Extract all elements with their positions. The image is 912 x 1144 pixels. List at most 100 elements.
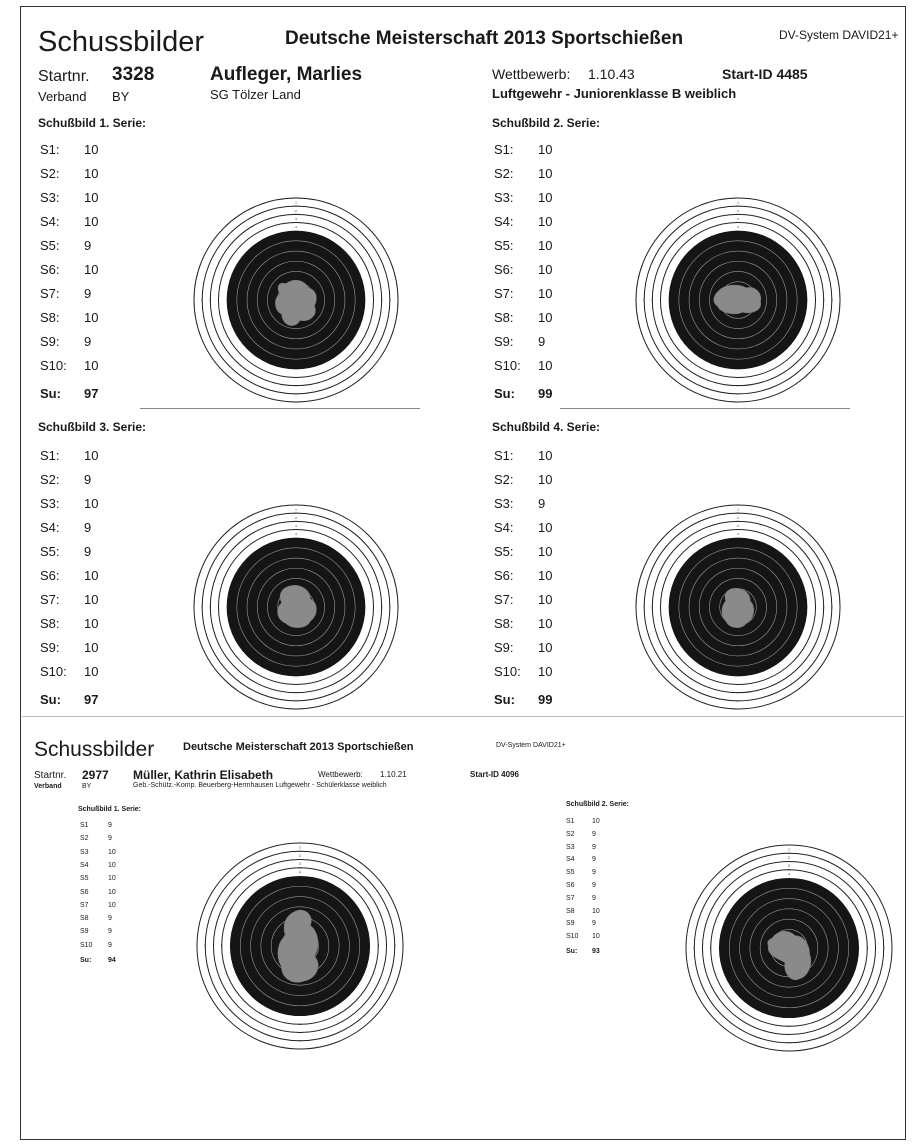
shot-label: S7: xyxy=(40,592,60,607)
target-ring-inner xyxy=(267,271,325,329)
shot-value: 10 xyxy=(84,496,99,511)
wettbewerb-value: 1.10.43 xyxy=(588,66,635,82)
shot-value: 10 xyxy=(538,142,553,157)
shot-value: 9 xyxy=(84,472,92,487)
event-title: Deutsche Meisterschaft 2013 Sportschieße… xyxy=(285,28,684,49)
target-ring-inner xyxy=(256,567,336,647)
startnr-value: 2977 xyxy=(82,768,109,782)
shot-label: S7: xyxy=(494,592,514,607)
shot-target: 1 2 3 4 xyxy=(196,842,404,1050)
shot-label: S8 xyxy=(566,907,575,915)
ring-number: 2 xyxy=(295,209,297,213)
shot-value: 9 xyxy=(592,843,596,851)
ring-number: 4 xyxy=(295,225,297,229)
shot-label: S9 xyxy=(80,928,89,936)
shot-label: S9: xyxy=(40,640,60,655)
shot-label: S9: xyxy=(40,334,60,349)
shot-value: 10 xyxy=(538,286,553,301)
sum-label: Su: xyxy=(40,386,61,401)
shot-label: S2 xyxy=(566,830,575,838)
shot-label: S8: xyxy=(494,310,514,325)
shot-label: S3: xyxy=(494,190,514,205)
shooter-name: Müller, Kathrin Elisabeth xyxy=(133,768,274,782)
shot-label: S3: xyxy=(40,190,60,205)
shot-label: S7 xyxy=(566,894,575,902)
sum-value: 97 xyxy=(84,386,99,401)
shot-label: S10 xyxy=(80,941,93,949)
shot-value: 9 xyxy=(108,822,112,829)
shot-label: S3: xyxy=(494,496,514,511)
shot-label: S9 xyxy=(566,920,575,928)
shot-value: 10 xyxy=(84,592,99,607)
sum-value: 93 xyxy=(592,948,600,955)
sum-label: Su: xyxy=(566,948,578,955)
event-title: Deutsche Meisterschaft 2013 Sportschieße… xyxy=(183,741,414,753)
ring-number: 4 xyxy=(299,870,301,874)
target-ring-inner xyxy=(749,908,829,988)
page-frame xyxy=(20,6,906,1140)
shot-value: 10 xyxy=(538,358,553,373)
shot-label: S6: xyxy=(494,262,514,277)
startnr-value: 3328 xyxy=(112,64,155,85)
shot-value: 10 xyxy=(84,664,99,679)
shot-label: S3 xyxy=(80,848,89,856)
shot-label: S8: xyxy=(494,616,514,631)
shot-value: 10 xyxy=(538,472,553,487)
shot-label: S1 xyxy=(80,822,89,829)
shot-target: 1 2 3 4 xyxy=(685,844,893,1052)
sum-label: Su: xyxy=(494,692,515,707)
target-ring-inner xyxy=(250,896,350,996)
start-id: Start-ID 4096 xyxy=(470,770,519,779)
shot-value: 10 xyxy=(84,142,99,157)
shot-target: 1 2 3 4 xyxy=(635,504,841,710)
shot-value: 10 xyxy=(84,448,99,463)
shot-value: 10 xyxy=(538,544,553,559)
series-heading: Schußbild 4. Serie: xyxy=(492,420,601,434)
shot-label: S1 xyxy=(566,818,575,825)
shot-label: S1: xyxy=(40,142,60,157)
ring-number: 2 xyxy=(299,854,301,858)
shot-value: 10 xyxy=(84,358,99,373)
shot-label: S4: xyxy=(494,520,514,535)
ring-number: 2 xyxy=(295,516,297,520)
shot-label: S7: xyxy=(494,286,514,301)
shot-value: 9 xyxy=(84,238,92,253)
target-ring-inner xyxy=(688,557,788,657)
target-ring-inner xyxy=(267,578,325,636)
ring-number: 3 xyxy=(299,862,301,866)
shot-label: S5: xyxy=(494,544,514,559)
shot-value: 10 xyxy=(538,520,553,535)
shot-label: S9: xyxy=(494,334,514,349)
shot-value: 10 xyxy=(84,640,99,655)
ring-number: 3 xyxy=(295,524,297,528)
ring-number: 2 xyxy=(737,209,739,213)
series-heading: Schußbild 3. Serie: xyxy=(38,420,147,434)
verband-value: BY xyxy=(112,89,130,104)
shot-label: S8 xyxy=(80,915,89,923)
shot-target: 1 2 3 4 xyxy=(193,197,399,403)
shot-value: 9 xyxy=(592,830,596,838)
shot-value: 10 xyxy=(538,664,553,679)
shot-value: 9 xyxy=(108,835,112,843)
target-ring-inner xyxy=(236,547,356,667)
shot-label: S3: xyxy=(40,496,60,511)
target-ring-inner xyxy=(739,898,839,998)
shot-label: S1: xyxy=(494,448,514,463)
target-ring-inner xyxy=(260,906,340,986)
shot-label: S2: xyxy=(494,472,514,487)
shot-label: S6: xyxy=(494,568,514,583)
shot-label: S10: xyxy=(40,664,67,679)
ring-number: 4 xyxy=(295,532,297,536)
shot-label: S4 xyxy=(80,861,89,869)
shot-label: S2 xyxy=(80,835,89,843)
shot-label: S10: xyxy=(40,358,67,373)
shot-value: 10 xyxy=(538,238,553,253)
shot-label: S5 xyxy=(80,875,89,883)
ring-number: 4 xyxy=(788,872,790,876)
shot-label: S10 xyxy=(566,933,579,941)
discipline: Luftgewehr - Juniorenklasse B weiblich xyxy=(492,86,737,101)
shot-value: 9 xyxy=(84,286,92,301)
target-ring-inner xyxy=(239,885,361,1007)
shot-value: 9 xyxy=(592,869,596,877)
shot-label: S8: xyxy=(40,310,60,325)
